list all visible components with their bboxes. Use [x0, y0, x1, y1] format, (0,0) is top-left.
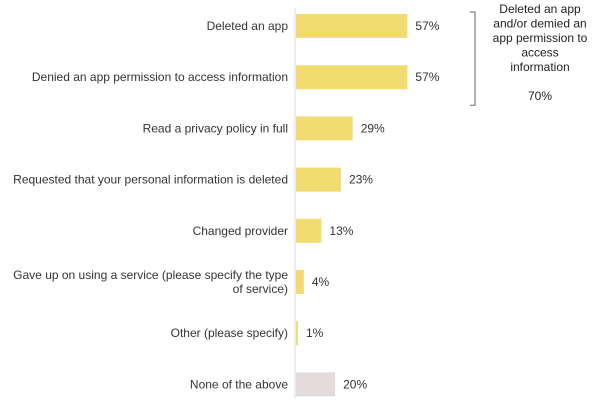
category-label-3: Read a privacy policy in full [143, 121, 288, 135]
bar-4 [296, 167, 341, 192]
annotation-bracket [470, 11, 476, 106]
bar-3 [296, 116, 353, 141]
category-label-1: Deleted an app [207, 19, 289, 33]
annotation-value: 70% [528, 89, 552, 103]
value-label-4: 23% [349, 173, 373, 187]
bar-1 [296, 14, 408, 38]
category-label-4: Requested that your personal information… [13, 173, 288, 187]
bar-7 [296, 321, 298, 346]
bar-8 [296, 372, 336, 397]
value-label-8: 20% [343, 377, 367, 391]
category-label-7: Other (please specify) [171, 326, 288, 340]
value-label-7: 1% [306, 326, 324, 340]
category-label-8: None of the above [190, 377, 288, 391]
value-label-3: 29% [361, 121, 385, 135]
category-label-5: Changed provider [193, 224, 288, 238]
category-label-6: Gave up on using a service (please speci… [13, 268, 288, 296]
value-label-1: 57% [415, 19, 439, 33]
bar-2 [296, 65, 408, 90]
bar-6 [296, 270, 304, 294]
bar-5 [296, 218, 322, 243]
value-label-6: 4% [312, 275, 330, 289]
value-label-5: 13% [329, 224, 353, 238]
category-label-2: Denied an app permission to access infor… [32, 70, 288, 84]
annotation-text: Deleted an app and/or demied an app permis… [493, 2, 588, 74]
value-label-2: 57% [415, 70, 439, 84]
